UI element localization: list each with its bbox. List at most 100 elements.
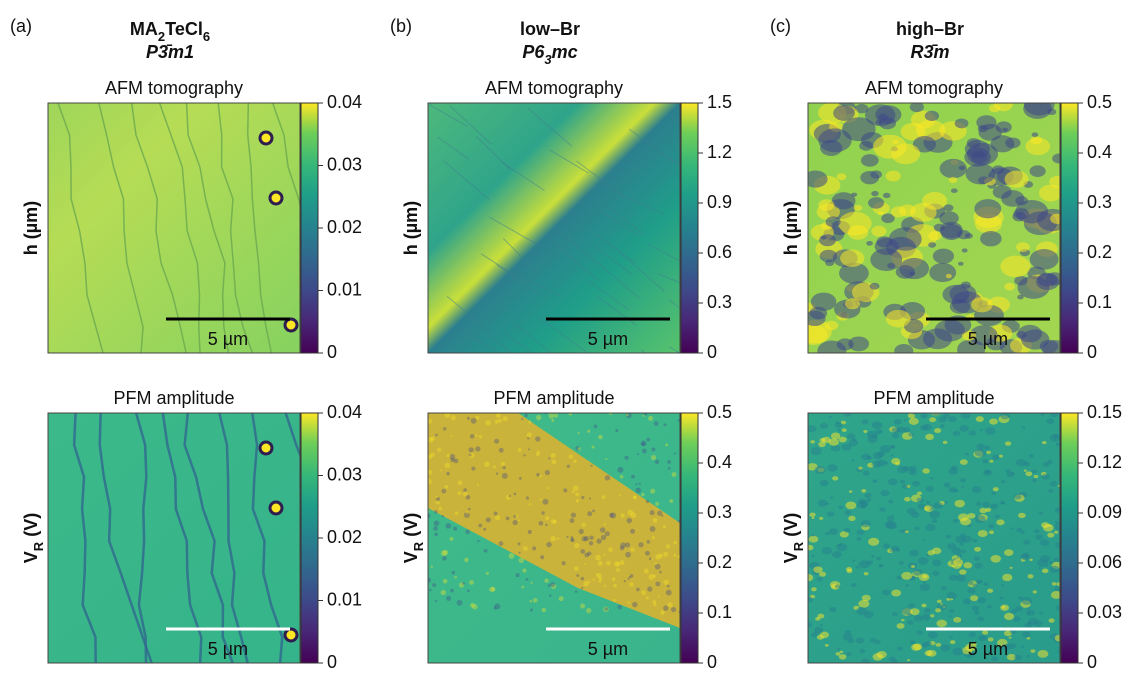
texture xyxy=(939,424,945,428)
texture xyxy=(872,653,884,661)
texture xyxy=(934,428,942,434)
panel-letter: (a) xyxy=(10,16,32,36)
texture xyxy=(1054,523,1060,531)
terrace-edge xyxy=(98,413,153,663)
axis-label: h (µm) xyxy=(401,201,421,255)
texture xyxy=(657,595,660,598)
texture xyxy=(948,416,957,423)
texture xyxy=(1002,573,1013,582)
texture xyxy=(856,607,868,616)
texture xyxy=(882,543,890,549)
texture xyxy=(667,467,671,470)
texture xyxy=(1055,605,1060,611)
texture xyxy=(1023,539,1031,545)
texture xyxy=(908,417,919,425)
texture xyxy=(909,549,919,557)
texture xyxy=(931,518,938,524)
texture xyxy=(949,636,953,639)
texture xyxy=(932,570,940,576)
texture xyxy=(641,448,647,454)
texture xyxy=(954,118,969,129)
texture xyxy=(574,590,578,593)
texture xyxy=(428,104,468,127)
texture xyxy=(904,530,909,534)
texture xyxy=(1033,474,1039,479)
texture xyxy=(919,583,931,591)
texture xyxy=(575,492,580,497)
texture xyxy=(1015,458,1027,467)
texture xyxy=(435,433,438,437)
texture xyxy=(1056,582,1060,587)
texture xyxy=(649,510,655,516)
texture xyxy=(592,578,595,581)
texture xyxy=(1022,552,1030,558)
texture xyxy=(909,465,917,472)
texture xyxy=(518,551,521,554)
texture xyxy=(609,512,614,518)
texture xyxy=(549,149,589,174)
particle xyxy=(258,130,274,146)
colorbar xyxy=(680,412,699,664)
texture xyxy=(988,530,995,535)
texture xyxy=(610,512,617,519)
texture xyxy=(592,509,596,513)
texture xyxy=(663,551,669,557)
texture xyxy=(624,542,631,548)
texture xyxy=(441,514,444,518)
texture xyxy=(495,515,501,521)
texture xyxy=(944,501,948,504)
texture xyxy=(660,610,665,615)
texture xyxy=(910,565,916,569)
texture xyxy=(638,542,644,548)
texture xyxy=(960,478,967,483)
row-label: AFM tomography xyxy=(105,78,243,98)
texture xyxy=(442,549,449,556)
texture xyxy=(653,421,659,426)
texture xyxy=(566,535,569,539)
texture xyxy=(959,542,964,546)
texture xyxy=(945,273,952,279)
texture xyxy=(858,560,870,569)
subscript: R xyxy=(31,541,46,551)
texture xyxy=(925,433,934,441)
texture xyxy=(1055,520,1060,524)
texture xyxy=(956,553,963,558)
texture xyxy=(1004,282,1016,291)
texture xyxy=(985,469,991,474)
texture xyxy=(888,499,894,504)
texture xyxy=(624,455,629,460)
texture xyxy=(856,529,865,536)
texture xyxy=(960,533,966,537)
texture xyxy=(811,534,815,537)
texture xyxy=(846,568,853,574)
texture xyxy=(817,340,847,353)
texture xyxy=(968,430,977,436)
texture xyxy=(819,423,828,429)
texture xyxy=(948,487,957,493)
texture xyxy=(1021,426,1026,429)
texture xyxy=(890,206,907,218)
texture xyxy=(1051,582,1057,586)
row-label: AFM tomography xyxy=(485,78,623,98)
texture xyxy=(947,542,957,550)
texture xyxy=(444,485,449,489)
texture xyxy=(603,553,606,556)
texture xyxy=(891,612,898,617)
texture xyxy=(603,584,606,588)
texture xyxy=(904,496,911,502)
texture xyxy=(527,436,530,440)
texture xyxy=(524,413,528,418)
texture xyxy=(494,419,499,424)
texture xyxy=(867,430,878,439)
particle xyxy=(283,317,299,333)
texture xyxy=(641,492,645,497)
texture xyxy=(932,559,942,567)
texture xyxy=(477,539,480,543)
text-part: (V) xyxy=(401,513,421,542)
terrace-edge xyxy=(158,103,201,353)
texture xyxy=(491,587,496,592)
terrace-edge xyxy=(161,413,203,663)
axis-label: VR (V) xyxy=(21,513,46,563)
texture xyxy=(971,151,988,164)
texture xyxy=(878,563,884,568)
